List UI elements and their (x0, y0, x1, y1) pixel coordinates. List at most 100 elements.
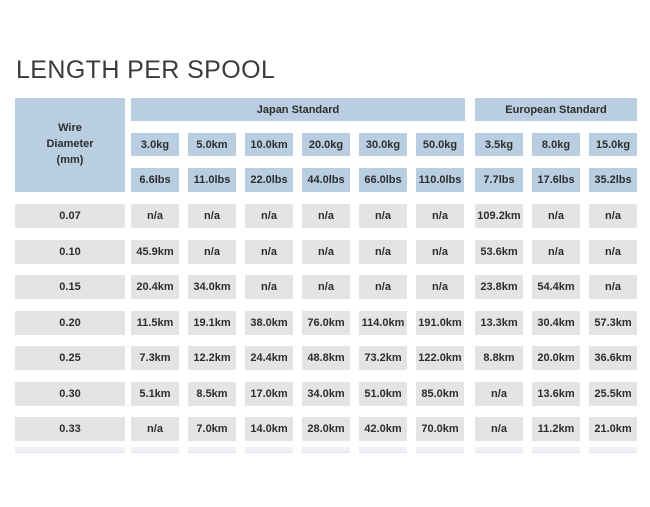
load-header-lbs: 35.2lbs (589, 168, 637, 192)
value-cell: 48.8km (302, 346, 350, 370)
load-header-lbs: 22.0lbs (245, 168, 293, 192)
value-cell: n/a (302, 275, 350, 299)
value-cell: 57.3km (589, 310, 637, 335)
value-cell: 36.6km (589, 346, 637, 370)
value-cell: 14.0km (245, 417, 293, 441)
page-title: LENGTH PER SPOOL (16, 56, 276, 84)
value-cell: 54.4km (532, 275, 580, 299)
value-cell: 20.0km (532, 346, 580, 370)
value-cell: 73.2km (359, 346, 407, 370)
group-header-japan-standard: Japan Standard (131, 98, 465, 121)
diameter-cell: 0.15 (15, 275, 125, 299)
value-cell: 12.2km (188, 346, 236, 370)
diameter-cell: 0.30 (15, 381, 125, 406)
value-cell: n/a (532, 204, 580, 228)
value-cell: 191.0km (416, 310, 464, 335)
load-header-lbs: 17.6lbs (532, 168, 580, 192)
value-cell: 38.0km (245, 310, 293, 335)
diameter-cell: 0.33 (15, 417, 125, 441)
value-cell: n/a (416, 239, 464, 264)
value-cell: 76.0km (302, 310, 350, 335)
value-cell: n/a (302, 204, 350, 228)
value-cell: 28.0km (302, 417, 350, 441)
value-cell: 13.3km (475, 310, 523, 335)
value-cell: n/a (589, 275, 637, 299)
value-cell: n/a (188, 239, 236, 264)
value-cell: n/a (589, 239, 637, 264)
load-header-kg: 15.0kg (589, 133, 637, 156)
diameter-cell: 0.25 (15, 346, 125, 370)
value-cell: n/a (359, 239, 407, 264)
value-cell: 8.8km (475, 346, 523, 370)
ghost-row-cell (532, 447, 580, 453)
value-cell: 21.0km (589, 417, 637, 441)
value-cell: 85.0km (416, 381, 464, 406)
load-header-kg: 8.0kg (532, 133, 580, 156)
value-cell: n/a (532, 239, 580, 264)
value-cell: 11.5km (131, 310, 179, 335)
value-cell: 7.3km (131, 346, 179, 370)
diameter-cell: 0.20 (15, 310, 125, 335)
load-header-lbs: 6.6lbs (131, 168, 179, 192)
value-cell: n/a (475, 381, 523, 406)
load-header-kg: 3.5kg (475, 133, 523, 156)
load-header-lbs: 11.0lbs (188, 168, 236, 192)
value-cell: 51.0km (359, 381, 407, 406)
load-header-kg: 10.0km (245, 133, 293, 156)
value-cell: n/a (245, 204, 293, 228)
ghost-row-cell (131, 447, 179, 453)
load-header-kg: 3.0kg (131, 133, 179, 156)
value-cell: 42.0km (359, 417, 407, 441)
ghost-row-cell (475, 447, 523, 453)
value-cell: n/a (475, 417, 523, 441)
value-cell: n/a (188, 204, 236, 228)
value-cell: n/a (359, 275, 407, 299)
value-cell: 34.0km (302, 381, 350, 406)
wire-diameter-header: Wire Diameter (mm) (15, 98, 125, 192)
value-cell: 8.5km (188, 381, 236, 406)
value-cell: 70.0km (416, 417, 464, 441)
value-cell: 23.8km (475, 275, 523, 299)
value-cell: n/a (359, 204, 407, 228)
value-cell: 5.1km (131, 381, 179, 406)
value-cell: 7.0km (188, 417, 236, 441)
value-cell: 11.2km (532, 417, 580, 441)
value-cell: n/a (416, 204, 464, 228)
diameter-cell: 0.07 (15, 204, 125, 228)
ghost-row-cell (245, 447, 293, 453)
value-cell: n/a (131, 204, 179, 228)
ghost-row-cell (188, 447, 236, 453)
ghost-row-cell (15, 447, 125, 453)
load-header-kg: 30.0kg (359, 133, 407, 156)
load-header-kg: 50.0kg (416, 133, 464, 156)
value-cell: n/a (416, 275, 464, 299)
value-cell: 19.1km (188, 310, 236, 335)
spool-table: Wire Diameter (mm) Japan Standard Europe… (15, 98, 638, 454)
value-cell: 45.9km (131, 239, 179, 264)
ghost-row-cell (359, 447, 407, 453)
value-cell: n/a (245, 239, 293, 264)
value-cell: 34.0km (188, 275, 236, 299)
value-cell: 24.4km (245, 346, 293, 370)
ghost-row-cell (416, 447, 464, 453)
value-cell: 20.4km (131, 275, 179, 299)
value-cell: n/a (245, 275, 293, 299)
diameter-cell: 0.10 (15, 239, 125, 264)
ghost-row-cell (302, 447, 350, 453)
load-header-lbs: 110.0lbs (416, 168, 464, 192)
load-header-lbs: 7.7lbs (475, 168, 523, 192)
load-header-kg: 20.0kg (302, 133, 350, 156)
value-cell: 122.0km (416, 346, 464, 370)
value-cell: 109.2km (475, 204, 523, 228)
value-cell: 25.5km (589, 381, 637, 406)
value-cell: 17.0km (245, 381, 293, 406)
value-cell: 13.6km (532, 381, 580, 406)
load-header-lbs: 66.0lbs (359, 168, 407, 192)
value-cell: n/a (302, 239, 350, 264)
ghost-row-cell (589, 447, 637, 453)
value-cell: 53.6km (475, 239, 523, 264)
load-header-lbs: 44.0lbs (302, 168, 350, 192)
value-cell: 30.4km (532, 310, 580, 335)
value-cell: n/a (131, 417, 179, 441)
